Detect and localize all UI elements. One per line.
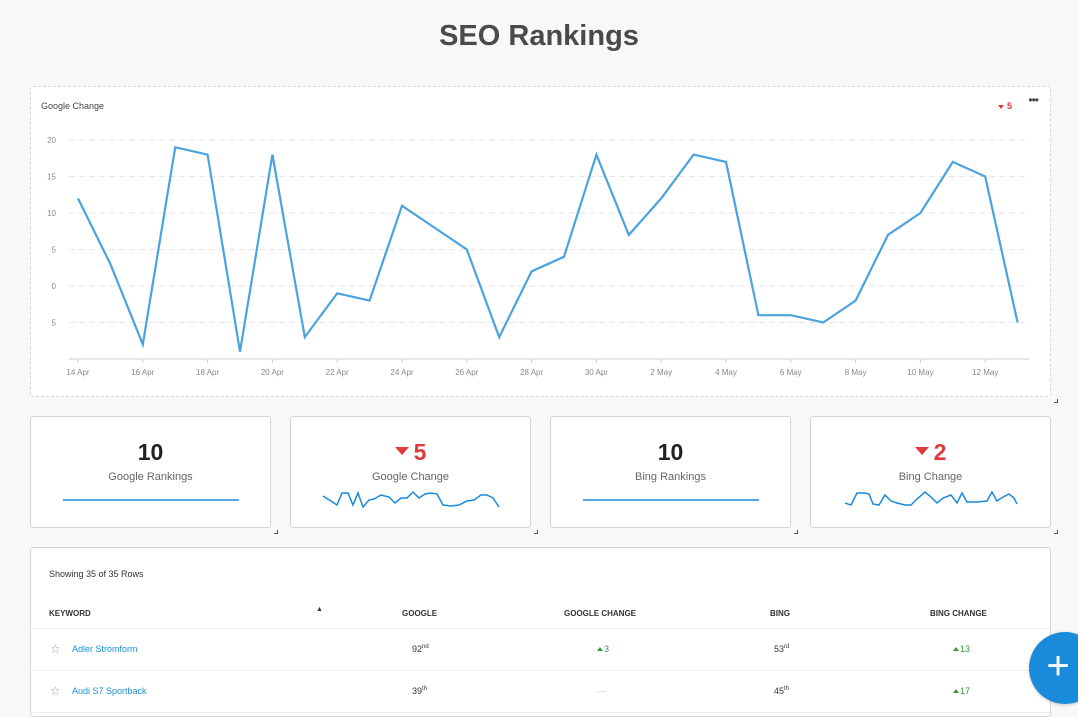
star-icon[interactable]: ☆ xyxy=(50,642,61,656)
sort-ascending-icon[interactable]: ▲ xyxy=(316,606,323,613)
svg-text:30 Apr: 30 Apr xyxy=(585,368,608,377)
svg-text:22 Apr: 22 Apr xyxy=(326,368,349,377)
kpi-value: 2 xyxy=(811,439,1050,466)
table-row[interactable]: ☆ Audi S7 Sportback 39th — 45th 17 xyxy=(31,671,1050,713)
svg-text:8 May: 8 May xyxy=(845,368,867,377)
kpi-value: 10 xyxy=(657,439,684,465)
kpi-value: 5 xyxy=(291,439,530,466)
column-header-bing-change[interactable]: BING CHANGE xyxy=(930,609,987,618)
svg-text:10: 10 xyxy=(47,209,56,218)
google-rank: 39th xyxy=(412,686,428,696)
svg-text:14 Apr: 14 Apr xyxy=(66,368,89,377)
svg-text:24 Apr: 24 Apr xyxy=(390,368,413,377)
kpi-label: Google Rankings xyxy=(108,471,193,483)
svg-text:0: 0 xyxy=(52,282,57,291)
svg-text:10 May: 10 May xyxy=(907,368,933,377)
column-header-bing[interactable]: BING xyxy=(770,609,790,618)
google-rank: 92nd xyxy=(412,644,429,654)
svg-text:26 Apr: 26 Apr xyxy=(455,368,478,377)
kpi-google-change: 5 Google Change xyxy=(290,416,531,528)
column-header-google[interactable]: GOOGLE xyxy=(402,609,438,618)
google-change-value: — xyxy=(597,686,606,696)
bing-change-value: 13 xyxy=(953,644,970,654)
svg-text:20: 20 xyxy=(47,136,56,145)
resize-handle[interactable] xyxy=(1054,399,1058,403)
up-triangle-icon xyxy=(953,688,959,693)
up-triangle-icon xyxy=(953,646,959,651)
kpi-bing-rankings: 10 Bing Rankings xyxy=(550,416,791,528)
up-triangle-icon xyxy=(597,646,603,651)
bing-rank: 45th xyxy=(774,686,790,696)
more-horizontal-icon[interactable]: ••• xyxy=(1028,93,1039,107)
sparkline xyxy=(322,490,500,509)
resize-handle[interactable] xyxy=(794,530,798,534)
sparkline xyxy=(63,499,239,501)
column-header-keyword[interactable]: KEYWORD xyxy=(49,609,91,618)
svg-text:28 Apr: 28 Apr xyxy=(520,368,543,377)
bing-rank: 53rd xyxy=(774,644,790,654)
resize-handle[interactable] xyxy=(534,530,538,534)
kpi-label: Bing Change xyxy=(898,471,963,483)
google-change-chart-card: Google Change 5 ••• 20 15 10 5 0 5 14 Apr 16 Ap… xyxy=(30,86,1051,397)
resize-handle[interactable] xyxy=(274,530,278,534)
kpi-value: 10 xyxy=(137,439,164,465)
down-triangle-icon xyxy=(997,104,1004,109)
table-header: KEYWORD ▲ GOOGLE GOOGLE CHANGE BING BING… xyxy=(31,604,1050,629)
svg-text:2 May: 2 May xyxy=(650,368,672,377)
svg-text:6 May: 6 May xyxy=(780,368,802,377)
table-row[interactable]: ☆ Adler Stromform 92nd 3 53rd 13 xyxy=(31,629,1050,671)
sparkline xyxy=(844,490,1018,506)
down-triangle-icon xyxy=(914,446,929,455)
svg-text:5: 5 xyxy=(52,246,57,255)
svg-text:15: 15 xyxy=(47,173,56,182)
chart-title: Google Change xyxy=(41,101,105,111)
star-icon[interactable]: ☆ xyxy=(50,684,61,698)
kpi-label: Google Change xyxy=(371,471,450,483)
google-change-value: 3 xyxy=(597,644,609,654)
kpi-label: Bing Rankings xyxy=(635,471,706,483)
kpi-bing-change: 2 Bing Change xyxy=(810,416,1051,528)
page-title: SEO Rankings xyxy=(439,20,639,52)
sparkline xyxy=(583,499,759,501)
svg-text:4 May: 4 May xyxy=(715,368,737,377)
chart-delta-badge: 5 xyxy=(997,101,1012,111)
keyword-link[interactable]: Audi S7 Sportback xyxy=(72,686,147,696)
resize-handle[interactable] xyxy=(1054,530,1058,534)
row-count: Showing 35 of 35 Rows xyxy=(49,569,144,579)
svg-text:16 Apr: 16 Apr xyxy=(131,368,154,377)
line-chart: 20 15 10 5 0 5 14 Apr 16 Apr 18 Apr 20 Apr 22 Apr 2… xyxy=(47,136,1029,377)
column-header-google-change[interactable]: GOOGLE CHANGE xyxy=(564,609,637,618)
bing-change-value: 17 xyxy=(953,686,970,696)
kpi-google-rankings: 10 Google Rankings xyxy=(30,416,271,528)
keywords-table: Showing 35 of 35 Rows KEYWORD ▲ GOOGLE G… xyxy=(30,547,1051,717)
svg-text:5: 5 xyxy=(52,319,57,328)
svg-text:18 Apr: 18 Apr xyxy=(196,368,219,377)
down-triangle-icon xyxy=(394,446,409,455)
svg-text:12 May: 12 May xyxy=(972,368,998,377)
svg-text:20 Apr: 20 Apr xyxy=(261,368,284,377)
keyword-link[interactable]: Adler Stromform xyxy=(72,644,138,654)
